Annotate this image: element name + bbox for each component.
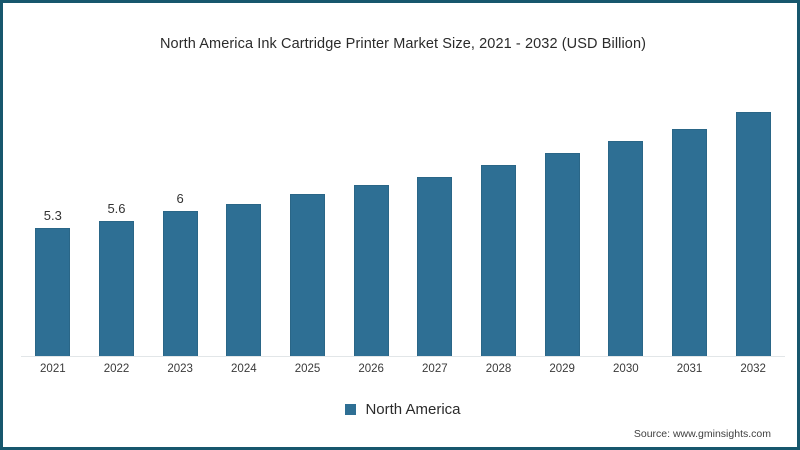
bar-2032[interactable] — [735, 112, 771, 357]
bar-value-label-2021: 5.3 — [43, 208, 62, 223]
bar-2031[interactable] — [671, 129, 707, 357]
plot-area: 5.3 5.6 6 — [21, 73, 785, 357]
x-tick-2029: 2029 — [549, 363, 575, 375]
x-tick-2026: 2026 — [358, 363, 384, 375]
bar-2024[interactable] — [226, 204, 262, 357]
x-tick-2031: 2031 — [676, 363, 703, 375]
bar-2026[interactable] — [353, 185, 389, 357]
bar-2027[interactable] — [417, 177, 453, 357]
x-tick-2028: 2028 — [485, 363, 512, 375]
bar-group — [721, 73, 785, 357]
legend-label-north-america: North America — [365, 401, 461, 418]
x-tick-2021: 2021 — [40, 363, 66, 375]
bar-2030[interactable] — [608, 141, 644, 357]
bar-group: 5.6 — [85, 73, 149, 357]
bar-group — [276, 73, 340, 357]
bar-group — [594, 73, 658, 357]
legend-swatch-north-america — [345, 404, 357, 415]
bar-2023[interactable] — [162, 211, 198, 357]
bar-2029[interactable] — [544, 153, 580, 357]
bar-2025[interactable] — [289, 194, 325, 357]
bar-group: 5.3 — [21, 73, 85, 357]
bar-group — [212, 73, 276, 357]
bar-2021[interactable] — [35, 228, 71, 357]
x-axis-tick-labels: 2021 2022 2023 2024 2025 2026 2027 2028 2029 2030… — [21, 363, 785, 383]
bar-value-label-2023: 6 — [176, 191, 184, 206]
bar-group — [530, 73, 594, 357]
x-tick-2030: 2030 — [613, 363, 639, 375]
x-tick-2027: 2027 — [422, 363, 448, 375]
bar-group — [339, 73, 403, 357]
axis-baseline — [21, 356, 785, 357]
bar-2022[interactable] — [98, 221, 134, 357]
x-tick-2025: 2025 — [294, 363, 321, 375]
chart-title: North America Ink Cartridge Printer Mark… — [159, 36, 647, 52]
x-tick-2024: 2024 — [231, 363, 257, 375]
chart-legend: North America — [3, 401, 797, 418]
x-tick-2023: 2023 — [167, 363, 193, 375]
bar-group: 6 — [148, 73, 212, 357]
bar-group — [467, 73, 531, 357]
x-tick-2032: 2032 — [740, 363, 766, 375]
source-attribution: Source: www.gminsights.com — [633, 428, 771, 440]
bar-value-label-2022: 5.6 — [107, 201, 126, 216]
bar-group — [403, 73, 467, 357]
x-tick-2022: 2022 — [103, 363, 130, 375]
bar-group — [658, 73, 722, 357]
bar-2028[interactable] — [480, 165, 516, 357]
